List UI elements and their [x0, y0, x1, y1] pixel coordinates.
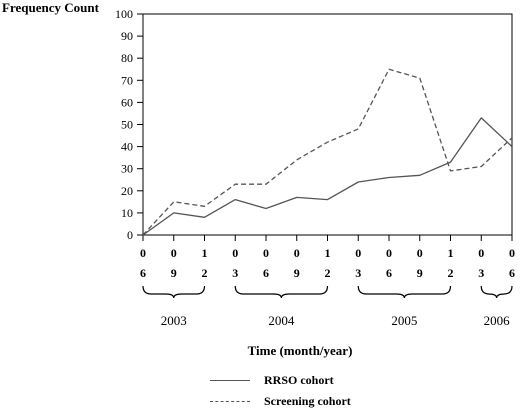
y-tick-label: 100: [115, 7, 133, 21]
x-tick-label-digit2: 3: [478, 266, 484, 280]
x-tick-label-digit1: 0: [386, 246, 392, 260]
y-tick-label: 10: [121, 206, 133, 220]
x-tick-label-digit1: 1: [448, 246, 454, 260]
y-tick-label: 80: [121, 51, 133, 65]
y-tick-label: 30: [121, 162, 133, 176]
legend-label-rrso: RRSO cohort: [264, 372, 334, 387]
plot-frame: [142, 13, 513, 236]
x-tick-label-digit1: 0: [294, 246, 300, 260]
x-tick-label-digit2: 9: [417, 266, 423, 280]
legend-item-rrso: RRSO cohort: [210, 372, 334, 388]
y-tick-label: 70: [121, 73, 133, 87]
x-tick-label-digit1: 0: [478, 246, 484, 260]
legend-label-screening: Screening cohort: [264, 393, 351, 408]
series-line-rrso: [142, 117, 513, 236]
x-tick-label-digit1: 0: [140, 246, 146, 260]
x-tick-label-digit1: 0: [355, 246, 361, 260]
year-bracket: [234, 285, 329, 299]
y-tick-label: 90: [121, 29, 133, 43]
x-tick-label-digit1: 0: [263, 246, 269, 260]
year-bracket: [142, 285, 206, 299]
legend-dashed-line-icon: [210, 400, 250, 402]
year-label: 2003: [160, 313, 187, 328]
y-tick-label: 50: [121, 118, 133, 132]
x-tick-label-digit1: 1: [202, 246, 208, 260]
x-tick-label-digit1: 0: [171, 246, 177, 260]
x-tick-label-digit2: 2: [448, 266, 454, 280]
x-axis-title: Time (month/year): [247, 343, 353, 358]
x-tick-label-digit2: 6: [386, 266, 392, 280]
x-tick-label-digit1: 0: [417, 246, 423, 260]
x-tick-label-digit2: 3: [355, 266, 361, 280]
y-axis-title: Frequency Count: [2, 0, 99, 15]
year-label: 2006: [483, 313, 510, 328]
y-tick-label: 0: [127, 228, 133, 242]
x-tick-label-digit2: 9: [294, 266, 300, 280]
x-tick-label-digit1: 1: [325, 246, 331, 260]
x-tick-label-digit2: 6: [140, 266, 146, 280]
y-tick-label: 20: [121, 184, 133, 198]
x-tick-label-digit2: 6: [263, 266, 269, 280]
year-bracket: [357, 285, 452, 299]
x-tick-label-digit2: 2: [325, 266, 331, 280]
legend-solid-line-icon: [210, 379, 250, 381]
series-line-screening: [142, 68, 513, 236]
x-tick-label-digit2: 6: [509, 266, 515, 280]
x-tick-label-digit1: 0: [232, 246, 238, 260]
x-tick-label-digit2: 9: [171, 266, 177, 280]
year-label: 2004: [268, 313, 295, 328]
y-tick-label: 60: [121, 95, 133, 109]
x-tick-label-digit1: 0: [509, 246, 515, 260]
legend-item-screening: Screening cohort: [210, 393, 351, 409]
year-label: 2005: [391, 313, 418, 328]
year-bracket: [480, 285, 513, 299]
x-tick-label-digit2: 3: [232, 266, 238, 280]
x-tick-label-digit2: 2: [202, 266, 208, 280]
y-tick-label: 40: [121, 140, 133, 154]
